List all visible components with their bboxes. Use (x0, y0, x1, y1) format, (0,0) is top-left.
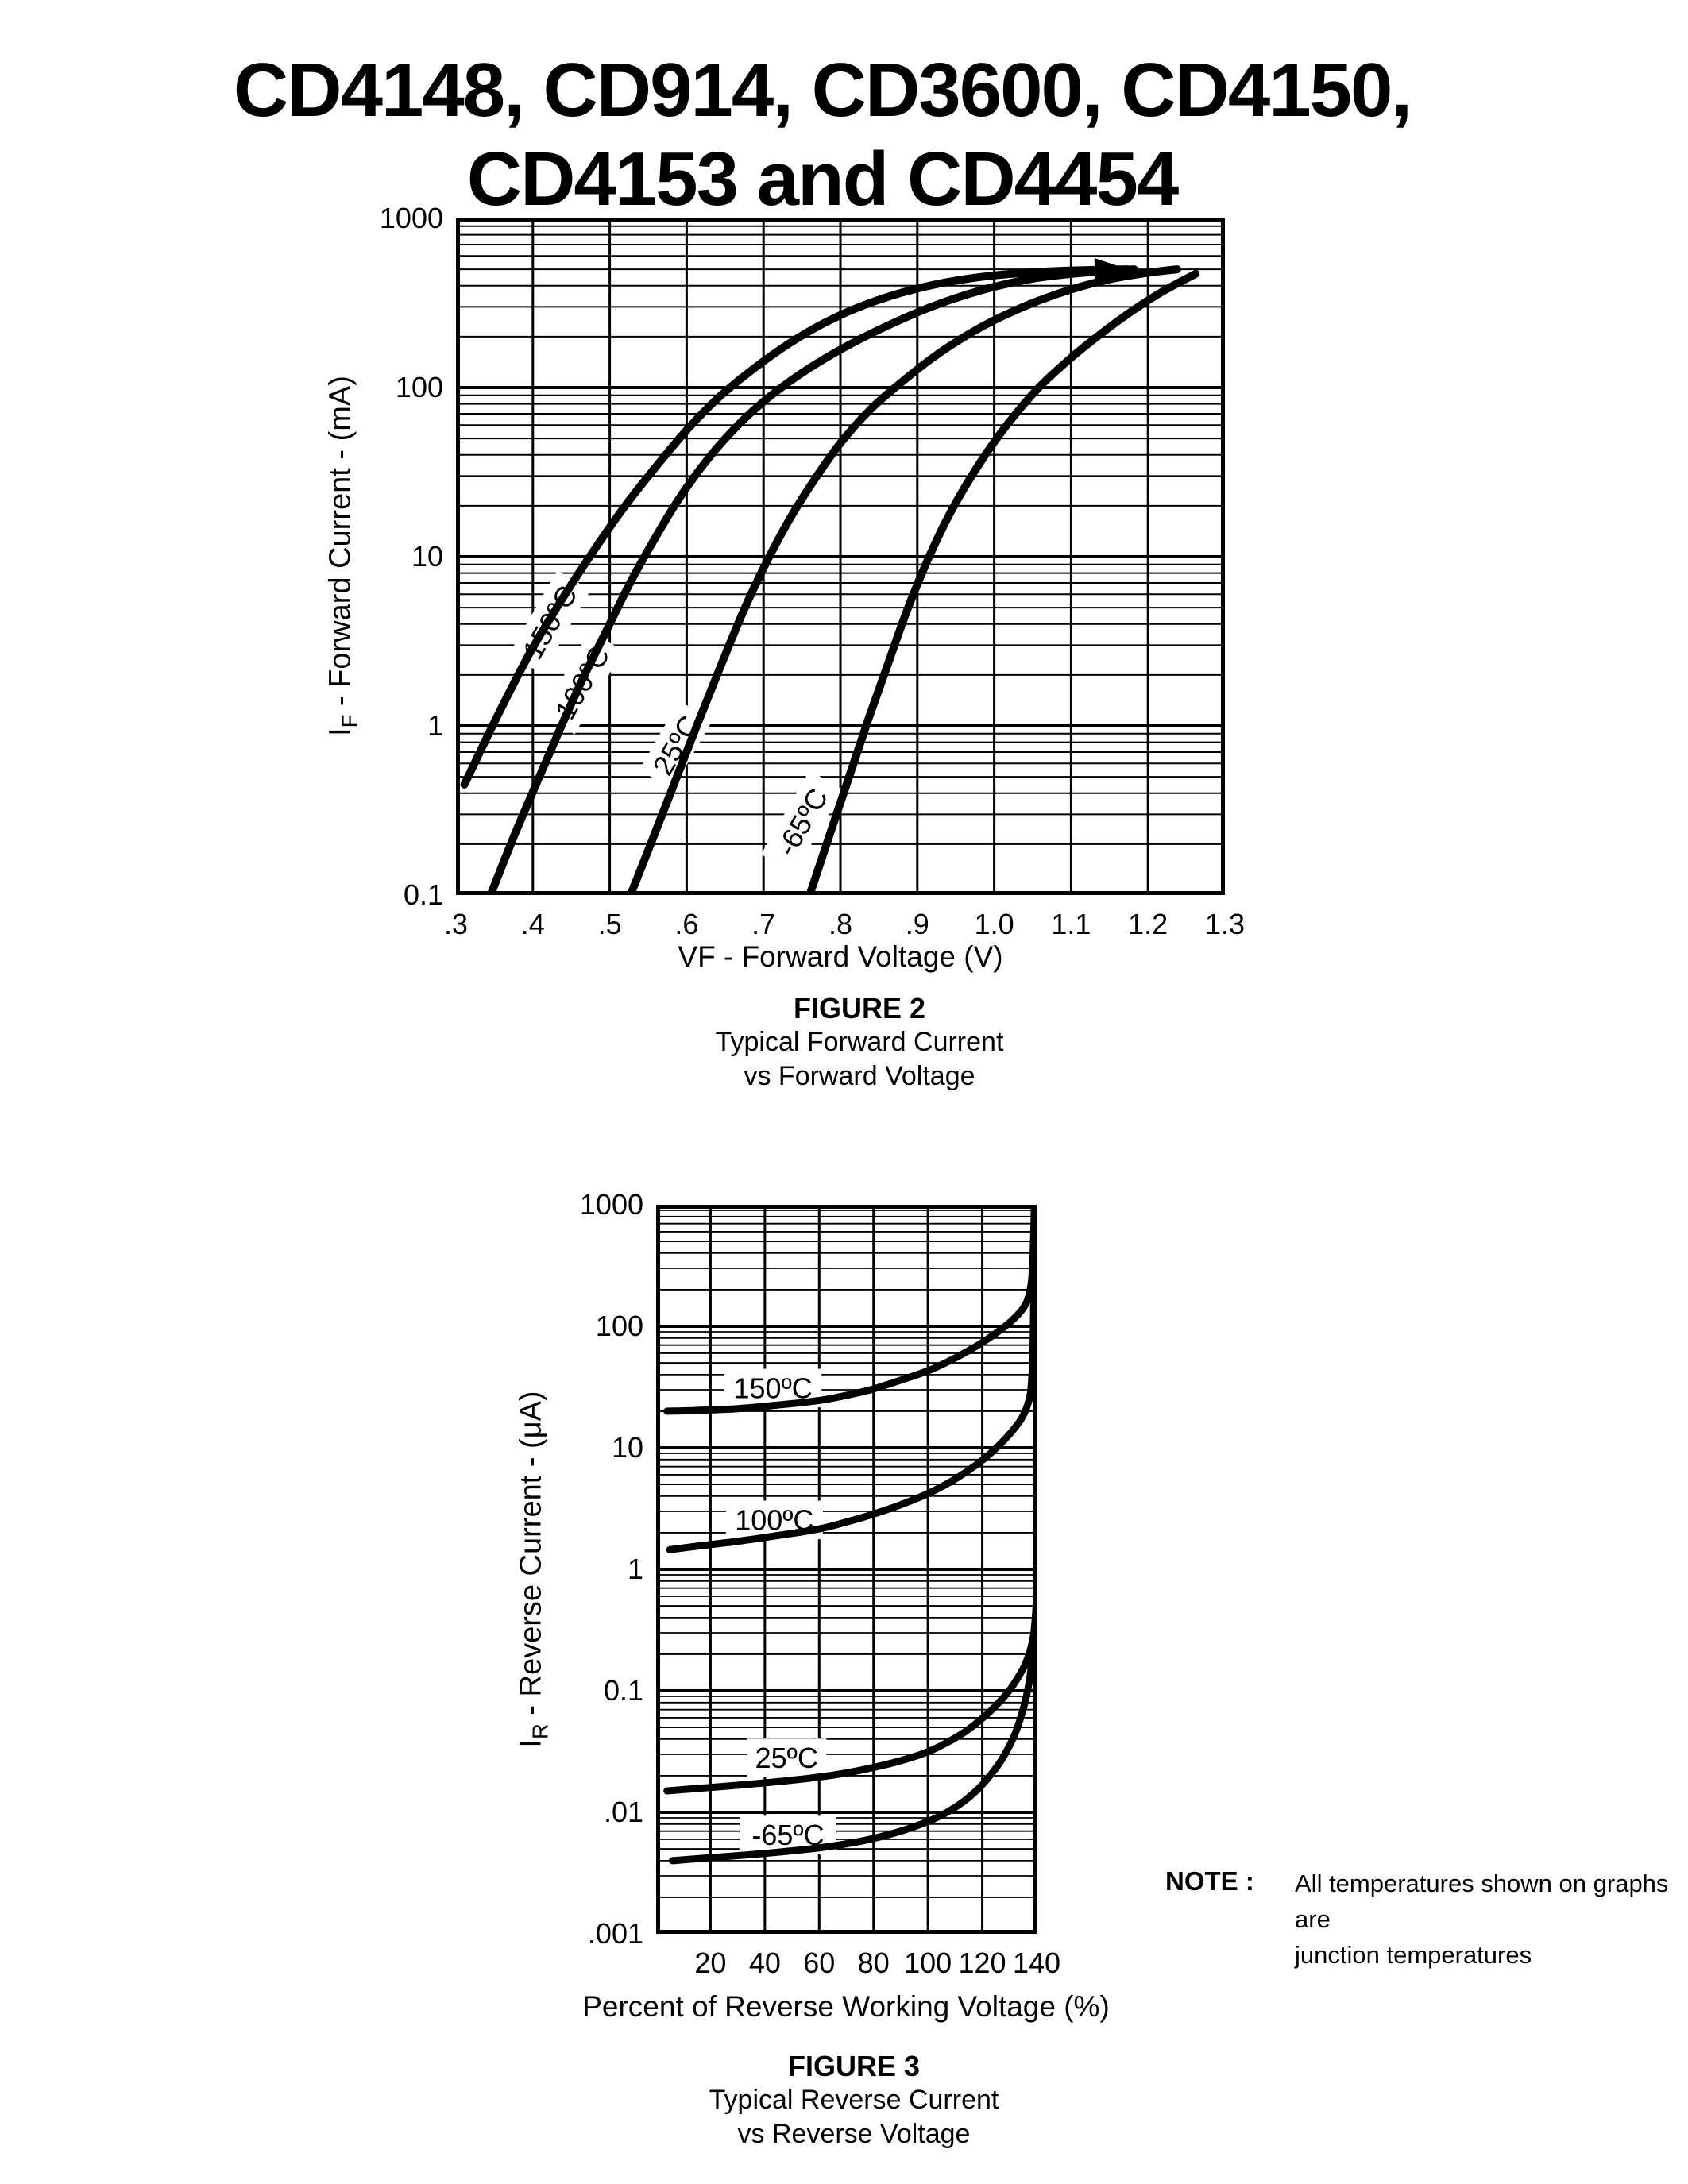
page-title-line1: CD4148, CD914, CD3600, CD4150, (233, 48, 1412, 133)
chart-plot-area: 150ºC 100ºC 25ºC -65ºC (656, 1205, 1037, 1934)
x-tick-label: 100 (904, 1947, 952, 1979)
figure3-caption-line1: Typical Reverse Current (709, 2085, 999, 2115)
curve-labels: 150ºC 100ºC 25ºC -65ºC (734, 1372, 825, 1851)
y-tick-label: 0.1 (403, 878, 443, 911)
fig2-x-axis-title: VF - Forward Voltage (V) (678, 940, 1003, 973)
curve-label-bg (761, 770, 844, 874)
curves (460, 257, 1200, 895)
fig3-y-axis-title: IR - Reverse Current - (μA) (515, 1391, 554, 1747)
note-label: NOTE : (1165, 1866, 1254, 1896)
y-tick-label: 0.1 (603, 1674, 643, 1707)
fig3-y-axis-title-text: - Reverse Current - (μA) (514, 1391, 548, 1724)
plot-border (456, 218, 1225, 895)
curve-label: 25ºC (755, 1742, 818, 1774)
reverse-current-chart: 150ºC 100ºC 25ºC -65ºC 20 40 60 80 100 120 140 1000… (580, 1188, 1060, 1979)
note-text-line2: junction temperatures (1295, 1941, 1532, 1969)
y-tick-label: 1000 (379, 202, 443, 234)
x-tick-label: 120 (958, 1947, 1006, 1979)
x-tick-label: .5 (597, 908, 622, 940)
figure2-caption-line1: Typical Forward Current (715, 1027, 1004, 1057)
curve-label: -65ºC (751, 1819, 824, 1851)
x-tick-label: 140 (1012, 1947, 1061, 1979)
x-tick-label: .7 (751, 908, 776, 940)
x-tick-label: 1.3 (1204, 908, 1246, 940)
curve--65C (805, 269, 1200, 895)
fig2-y-axis-title-symbol: I (323, 727, 357, 736)
curve-25C (663, 1597, 1037, 1795)
x-tick-label: 1.1 (1051, 908, 1091, 940)
x-tick-label: .6 (674, 908, 699, 940)
x-tick-label: .3 (443, 908, 469, 940)
y-tick-label: .01 (603, 1796, 643, 1828)
curve-label: 100ºC (735, 1503, 813, 1536)
plot-border (656, 1205, 1037, 1934)
forward-current-chart: 150ºC 100ºC 25ºC -65ºC .3 .4 .5 .6 .7 .8 .9 1.0 1.1 1… (380, 202, 1245, 940)
x-tick-label: 60 (803, 1947, 836, 1979)
curves (663, 1205, 1037, 1865)
x-tick-label: 40 (748, 1947, 781, 1979)
curve-100C (666, 1205, 1037, 1553)
figure3-caption-line2: vs Reverse Voltage (737, 2119, 971, 2149)
fig3-y-axis-title-subscript: R (527, 1723, 553, 1740)
y-tick-label: 10 (411, 540, 443, 573)
figure2-caption-name: FIGURE 2 (793, 992, 926, 1024)
y-tick-label: 1 (427, 709, 443, 742)
note-text: All temperatures shown on graphs are jun… (1295, 1866, 1688, 1973)
page-title-line2: CD4153 and CD4454 (466, 137, 1179, 222)
note-text-line1: All temperatures shown on graphs are (1295, 1870, 1669, 1933)
x-tick-label: 1.2 (1128, 908, 1168, 940)
figure3-caption-name: FIGURE 3 (787, 2050, 921, 2082)
fig2-y-axis-title-subscript: F (337, 714, 362, 728)
curve-25C (626, 265, 1181, 895)
fig2-y-axis-title: IF - Forward Current - (mA) (324, 376, 363, 736)
y-tick-label: 100 (395, 371, 443, 403)
fig2-y-axis-title-text: - Forward Current - (mA) (323, 376, 357, 715)
page-title: CD4148, CD914, CD3600, CD4150, CD4153 an… (28, 46, 1617, 224)
y-tick-label: .001 (587, 1917, 643, 1950)
x-tick-label: .9 (905, 908, 929, 940)
curve-label-bg (747, 1738, 827, 1777)
x-tick-label: 80 (857, 1947, 890, 1979)
y-tick-label: 10 (611, 1431, 643, 1464)
figure2-caption: FIGURE 2 Typical Forward Current vs Forw… (621, 991, 1098, 1094)
fig3-x-axis-title: Percent of Reverse Working Voltage (%) (582, 1990, 1110, 2023)
y-tick-label: 1 (627, 1553, 643, 1585)
figure3-caption: FIGURE 3 Typical Reverse Current vs Reve… (616, 2049, 1092, 2151)
curve-150C (663, 1205, 1037, 1415)
x-tick-label: .8 (828, 908, 853, 940)
figure2-caption-line2: vs Forward Voltage (744, 1061, 975, 1091)
grid-lines (656, 1205, 1037, 1934)
x-tick-label: 20 (694, 1947, 727, 1979)
x-tick-label: .4 (520, 908, 545, 940)
y-tick-label: 1000 (579, 1188, 643, 1221)
y-tick-label: 100 (595, 1310, 643, 1342)
curve-100C (486, 265, 1138, 895)
curve-150C (460, 265, 1133, 789)
curve-label: 150ºC (734, 1372, 813, 1404)
x-tick-label: 1.0 (974, 908, 1014, 940)
fig3-y-axis-title-symbol: I (514, 1739, 548, 1748)
curve--65C (669, 1591, 1037, 1865)
